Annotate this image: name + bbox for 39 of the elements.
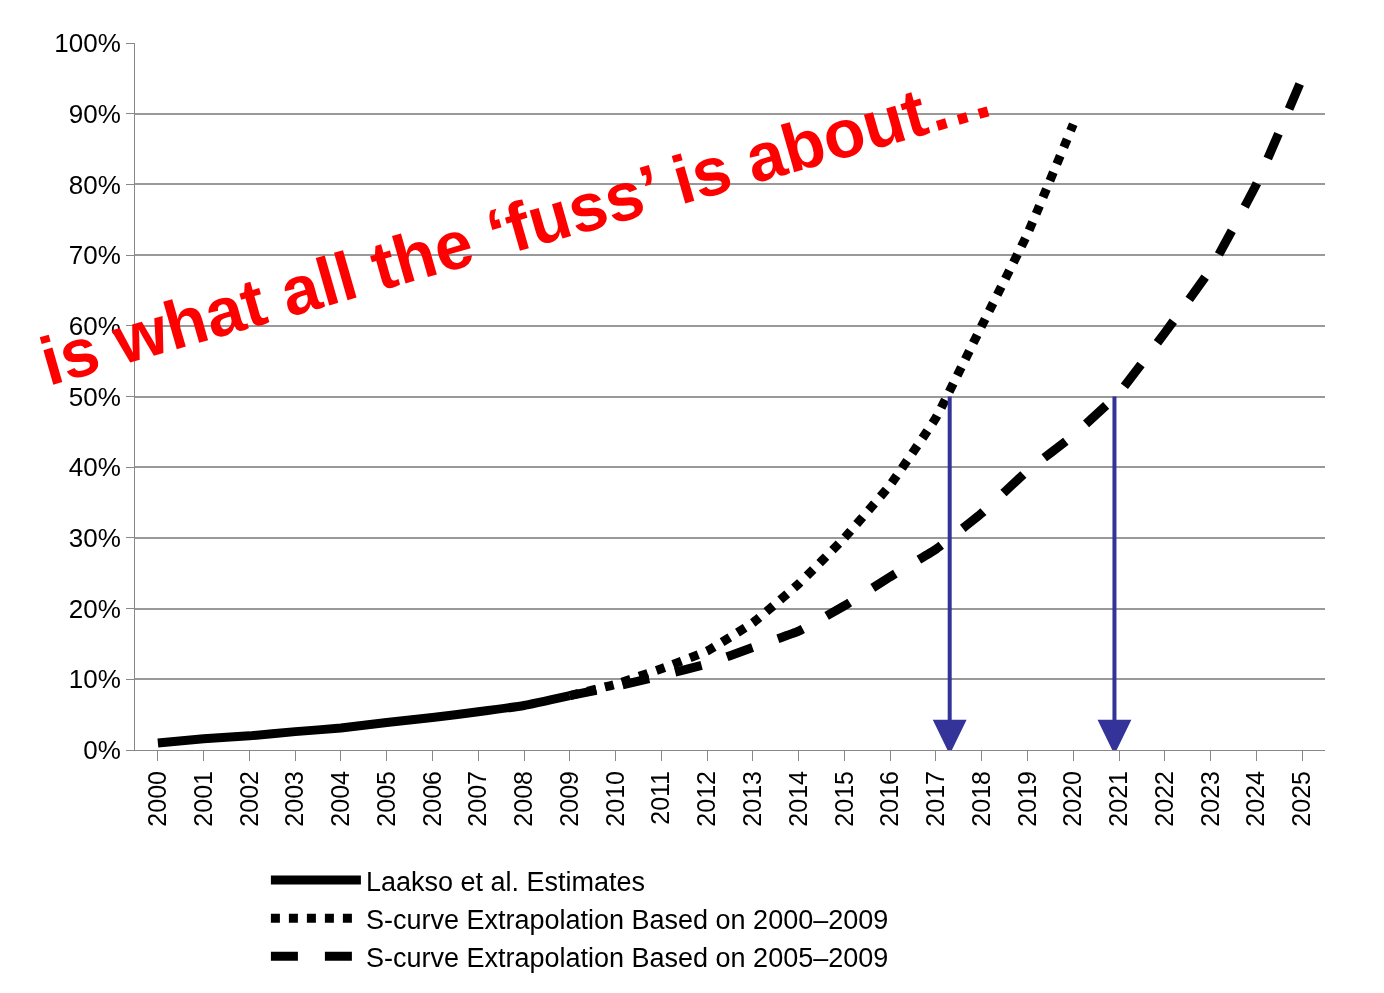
y-tick-label: 80% bbox=[68, 169, 121, 200]
x-tick-label: 2019 bbox=[1012, 771, 1041, 827]
legend-label: Laakso et al. Estimates bbox=[365, 866, 646, 897]
x-tick-label: 2006 bbox=[417, 771, 446, 827]
x-tick-label: 2009 bbox=[554, 771, 583, 827]
x-tick-label: 2017 bbox=[921, 771, 950, 827]
x-tick-label: 2025 bbox=[1287, 771, 1316, 827]
x-tick-label: 2024 bbox=[1241, 770, 1270, 827]
x-tick-label: 2018 bbox=[966, 771, 995, 827]
x-tick-label: 2013 bbox=[738, 771, 767, 827]
y-tick-label: 0% bbox=[83, 735, 121, 766]
x-tick-label: 2005 bbox=[371, 771, 400, 827]
y-tick-label: 90% bbox=[68, 98, 121, 129]
x-tick-label: 2023 bbox=[1195, 771, 1224, 827]
x-tick-label: 2000 bbox=[143, 771, 172, 827]
x-tick-label: 2007 bbox=[463, 771, 492, 827]
x-tick-label: 2014 bbox=[783, 770, 812, 827]
y-tick-label: 70% bbox=[68, 240, 121, 271]
y-tick-label: 10% bbox=[68, 664, 121, 695]
legend-label: S-curve Extrapolation Based on 2000–2009 bbox=[365, 904, 889, 935]
x-tick-label: 2020 bbox=[1058, 771, 1087, 827]
x-tick-label: 2008 bbox=[509, 771, 538, 827]
x-tick-label: 2004 bbox=[326, 770, 355, 827]
legend-label: S-curve Extrapolation Based on 2005–2009 bbox=[365, 942, 889, 973]
x-tick-label: 2001 bbox=[188, 771, 217, 827]
y-tick-label: 50% bbox=[68, 381, 121, 412]
x-tick-label: 2021 bbox=[1104, 771, 1133, 827]
y-tick-label: 100% bbox=[54, 28, 121, 59]
x-tick-label: 2015 bbox=[829, 771, 858, 827]
x-tick-label: 2003 bbox=[280, 771, 309, 827]
x-tick-label: 2022 bbox=[1149, 771, 1178, 827]
x-tick-label: 2012 bbox=[692, 771, 721, 827]
x-tick-label: 2016 bbox=[875, 771, 904, 827]
x-tick-label: 2011 bbox=[646, 771, 675, 825]
y-tick-label: 40% bbox=[68, 452, 121, 483]
x-tick-label: 2010 bbox=[600, 771, 629, 827]
y-tick-label: 20% bbox=[68, 593, 121, 624]
x-tick-label: 2002 bbox=[234, 771, 263, 827]
y-tick-label: 30% bbox=[68, 523, 121, 553]
